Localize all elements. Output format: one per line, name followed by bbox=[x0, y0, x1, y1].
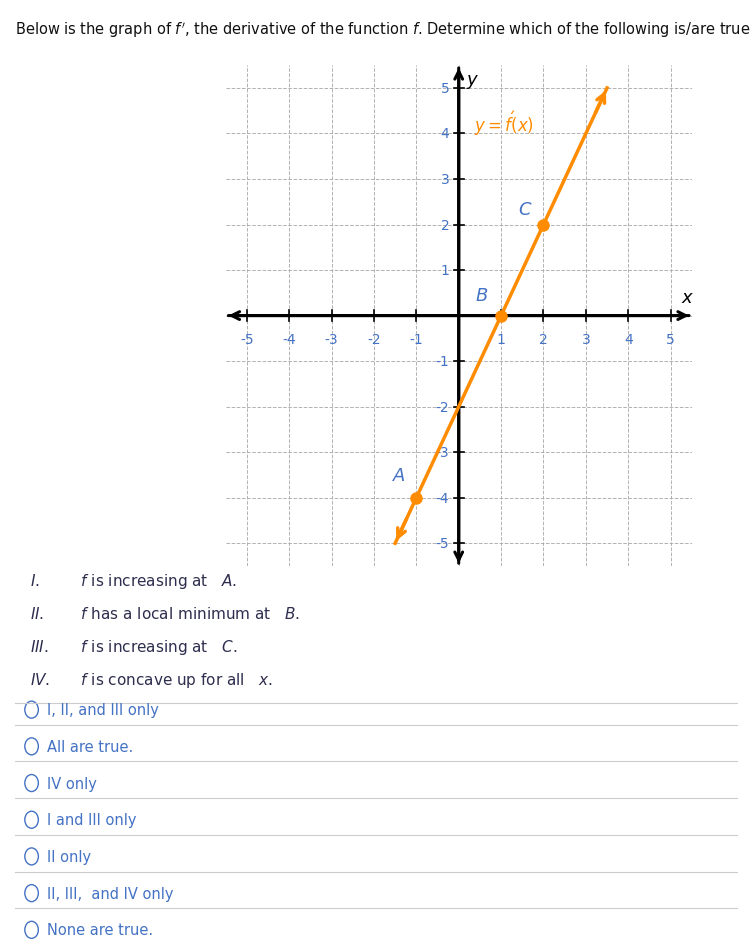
Text: None are true.: None are true. bbox=[47, 922, 153, 937]
Text: $I.$: $I.$ bbox=[30, 573, 40, 588]
Text: -3: -3 bbox=[325, 332, 338, 346]
Text: -5: -5 bbox=[240, 332, 253, 346]
Text: $f$ is increasing at   $C.$: $f$ is increasing at $C.$ bbox=[71, 637, 238, 656]
Text: $y$: $y$ bbox=[466, 73, 480, 91]
Text: -1: -1 bbox=[409, 332, 423, 346]
Text: 2: 2 bbox=[441, 218, 450, 232]
Text: $f$ is increasing at   $A.$: $f$ is increasing at $A.$ bbox=[71, 571, 238, 590]
Text: $A$: $A$ bbox=[392, 466, 406, 484]
Text: $II.$: $II.$ bbox=[30, 606, 44, 621]
Text: $f$ is concave up for all   $x.$: $f$ is concave up for all $x.$ bbox=[71, 670, 274, 689]
Text: 1: 1 bbox=[441, 263, 450, 278]
Text: II only: II only bbox=[47, 849, 91, 864]
Text: $x$: $x$ bbox=[681, 288, 694, 306]
Text: -2: -2 bbox=[435, 400, 450, 414]
Text: -4: -4 bbox=[282, 332, 296, 346]
Text: IV only: IV only bbox=[47, 776, 96, 791]
Text: 3: 3 bbox=[441, 173, 450, 187]
Text: 1: 1 bbox=[496, 332, 505, 346]
Text: -3: -3 bbox=[435, 446, 450, 460]
Text: All are true.: All are true. bbox=[47, 739, 133, 754]
Text: II, III,  and IV only: II, III, and IV only bbox=[47, 885, 173, 901]
Text: $y = f\'(x)$: $y = f\'(x)$ bbox=[474, 110, 533, 138]
Text: 5: 5 bbox=[441, 82, 450, 95]
Text: $III.$: $III.$ bbox=[30, 639, 49, 654]
Text: $f$ has a local minimum at   $B.$: $f$ has a local minimum at $B.$ bbox=[71, 606, 301, 621]
Text: -2: -2 bbox=[367, 332, 381, 346]
Text: 5: 5 bbox=[666, 332, 675, 346]
Text: $IV.$: $IV.$ bbox=[30, 672, 50, 687]
Text: Below is the graph of $f'$, the derivative of the function $f$. Determine which : Below is the graph of $f'$, the derivati… bbox=[15, 21, 752, 41]
Text: -4: -4 bbox=[435, 491, 450, 505]
Text: $C$: $C$ bbox=[518, 200, 533, 218]
Text: 3: 3 bbox=[581, 332, 590, 346]
Text: I, II, and III only: I, II, and III only bbox=[47, 702, 159, 717]
Text: -5: -5 bbox=[435, 537, 450, 550]
Text: I and III only: I and III only bbox=[47, 813, 136, 827]
Text: 2: 2 bbox=[539, 332, 548, 346]
Text: 4: 4 bbox=[624, 332, 632, 346]
Text: 4: 4 bbox=[441, 127, 450, 142]
Text: $B$: $B$ bbox=[475, 287, 488, 305]
Text: -1: -1 bbox=[435, 355, 450, 369]
